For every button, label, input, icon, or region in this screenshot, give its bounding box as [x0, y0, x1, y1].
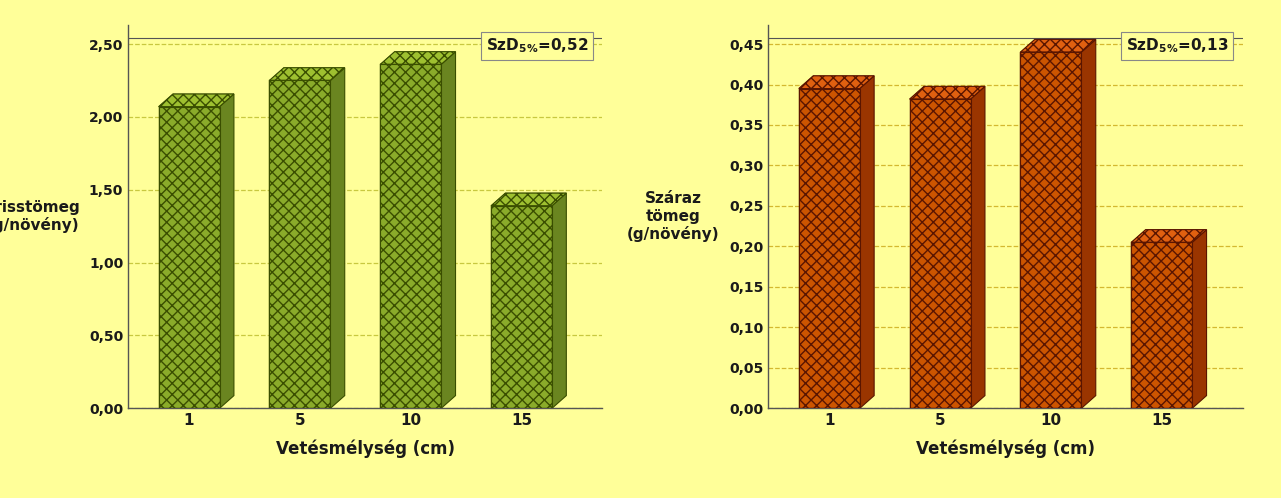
Polygon shape: [552, 193, 566, 408]
Polygon shape: [269, 68, 345, 81]
Bar: [1131, 243, 1193, 408]
Polygon shape: [971, 86, 985, 408]
Bar: [159, 107, 219, 408]
Polygon shape: [491, 193, 566, 206]
Bar: [910, 99, 971, 408]
Bar: [799, 89, 860, 408]
Polygon shape: [159, 94, 234, 107]
Bar: [159, 107, 219, 408]
X-axis label: Vetésmélység (cm): Vetésmélység (cm): [916, 439, 1095, 458]
Bar: [380, 64, 441, 408]
Polygon shape: [910, 86, 985, 99]
Bar: [269, 81, 330, 408]
Y-axis label: Frisstömeg
(g/növény): Frisstömeg (g/növény): [0, 200, 81, 234]
Polygon shape: [330, 68, 345, 408]
Polygon shape: [441, 52, 456, 408]
Text: $\mathbf{SzD_{5\%}}$=0,13: $\mathbf{SzD_{5\%}}$=0,13: [1126, 36, 1228, 55]
Bar: [269, 81, 330, 408]
Polygon shape: [380, 52, 456, 64]
Bar: [910, 99, 971, 408]
Bar: [491, 206, 552, 408]
Polygon shape: [1131, 230, 1207, 243]
X-axis label: Vetésmélység (cm): Vetésmélység (cm): [275, 439, 455, 458]
Bar: [799, 89, 860, 408]
Text: $\mathbf{SzD_{5\%}}$=0,52: $\mathbf{SzD_{5\%}}$=0,52: [485, 36, 588, 55]
Bar: [1131, 243, 1193, 408]
Bar: [1021, 52, 1081, 408]
Bar: [1021, 52, 1081, 408]
Y-axis label: Száraz
tömeg
(g/növény): Száraz tömeg (g/növény): [628, 191, 720, 242]
Polygon shape: [1193, 230, 1207, 408]
Polygon shape: [799, 76, 874, 89]
Bar: [491, 206, 552, 408]
Polygon shape: [219, 94, 234, 408]
Polygon shape: [1081, 39, 1095, 408]
Polygon shape: [860, 76, 874, 408]
Bar: [380, 64, 441, 408]
Polygon shape: [1021, 39, 1095, 52]
